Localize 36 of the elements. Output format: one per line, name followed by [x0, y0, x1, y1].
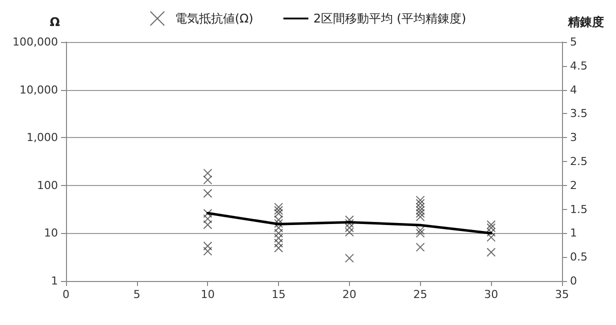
x-tick-label: 30	[484, 288, 498, 301]
x-tick-label: 35	[555, 288, 569, 301]
y2-tick-label: 2.5	[570, 155, 588, 168]
point	[416, 242, 425, 252]
x-tick-label: 25	[413, 288, 428, 301]
y-axis-title: Ω	[50, 15, 60, 29]
x-tick-label: 5	[133, 288, 140, 301]
y2-tick-label: 0.5	[570, 250, 588, 264]
y2-tick-label: 1	[570, 226, 577, 240]
y2-axis-title: 精錬度	[567, 15, 604, 29]
x-tick-label: 20	[342, 288, 356, 301]
y-tick-label: 1,000	[26, 131, 58, 144]
y-tick-label: 1	[51, 274, 58, 288]
point	[203, 188, 212, 198]
point	[416, 226, 425, 235]
y2-tick-label: 0	[570, 274, 577, 288]
point	[344, 254, 354, 263]
legend-label: 2区間移動平均 (平均精錬度)	[313, 12, 466, 26]
y-tick-label: 100	[37, 178, 58, 192]
point	[416, 228, 425, 238]
y-tick-label: 10	[44, 226, 58, 240]
y2-tick-label: 5	[570, 36, 577, 48]
y-tick-label: 100,000	[12, 36, 58, 48]
y2-tick-label: 4.5	[570, 59, 588, 72]
x-tick-label: 10	[200, 288, 215, 301]
y-tick-label: 10,000	[20, 83, 58, 96]
y2-tick-label: 4	[570, 83, 577, 96]
y2-tick-label: 3.5	[570, 107, 588, 120]
y2-tick-label: 3	[570, 131, 577, 144]
point	[486, 248, 496, 257]
x-tick-label: 15	[272, 288, 286, 301]
legend-label: 電気抵抗値(Ω)	[174, 12, 254, 26]
y2-tick-label: 1.5	[570, 202, 588, 216]
line-series	[206, 212, 492, 234]
x-tick-label: 0	[62, 288, 70, 301]
y2-tick-label: 2	[570, 178, 577, 192]
